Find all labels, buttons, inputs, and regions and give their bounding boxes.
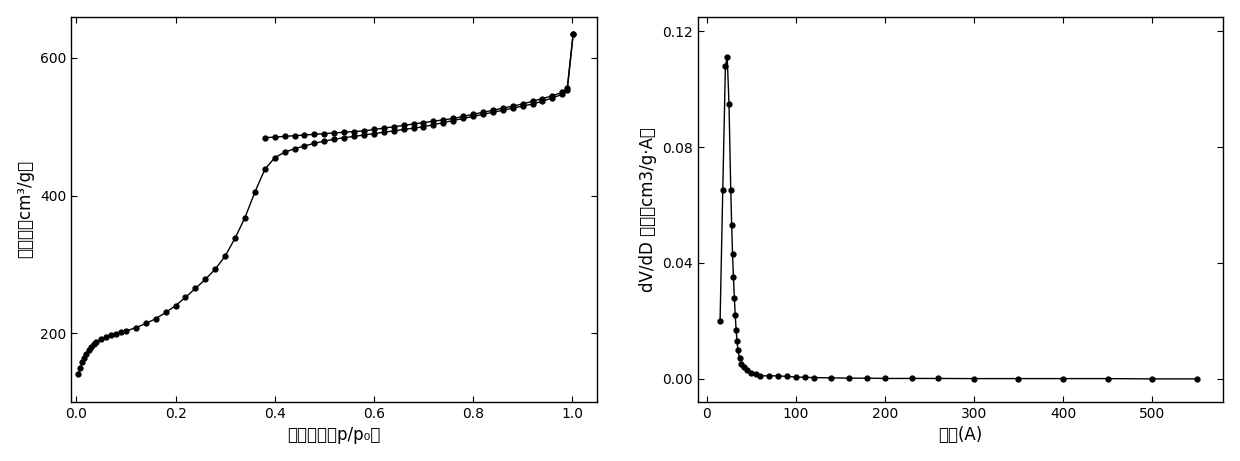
Y-axis label: 吸附量（cm³/g）: 吸附量（cm³/g）	[16, 160, 35, 258]
Y-axis label: dV/dD 孔容（cm3/g·A）: dV/dD 孔容（cm3/g·A）	[639, 127, 657, 292]
X-axis label: 孔径(A): 孔径(A)	[939, 426, 982, 444]
X-axis label: 相对压力（p/p₀）: 相对压力（p/p₀）	[288, 426, 381, 444]
